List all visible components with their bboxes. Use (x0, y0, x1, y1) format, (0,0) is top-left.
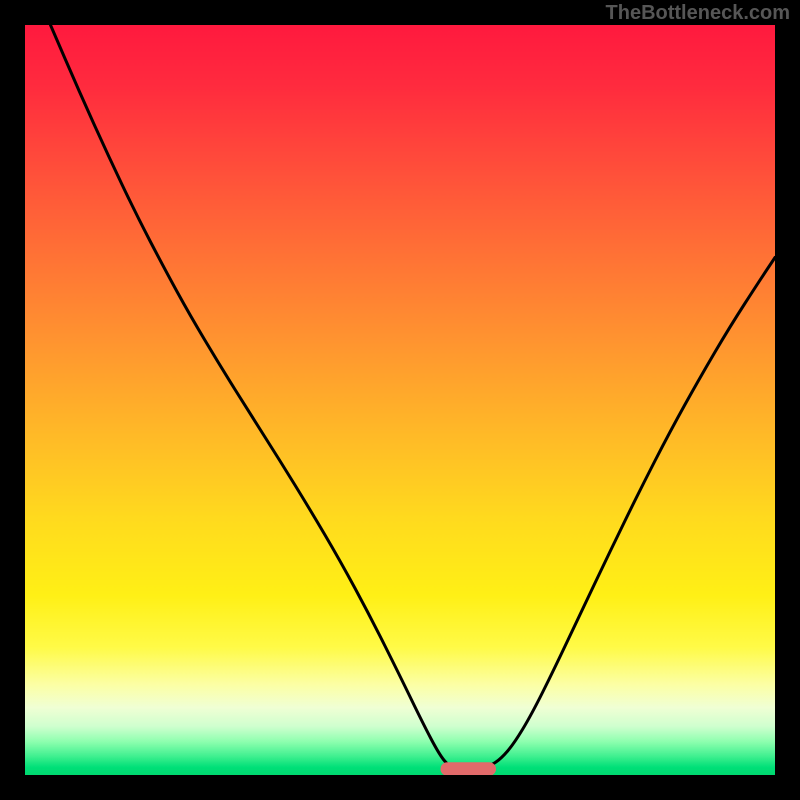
plot-border (0, 0, 800, 800)
watermark-text: TheBottleneck.com (606, 2, 790, 25)
chart-container: { "meta": { "width": 800, "height": 800,… (0, 0, 800, 800)
